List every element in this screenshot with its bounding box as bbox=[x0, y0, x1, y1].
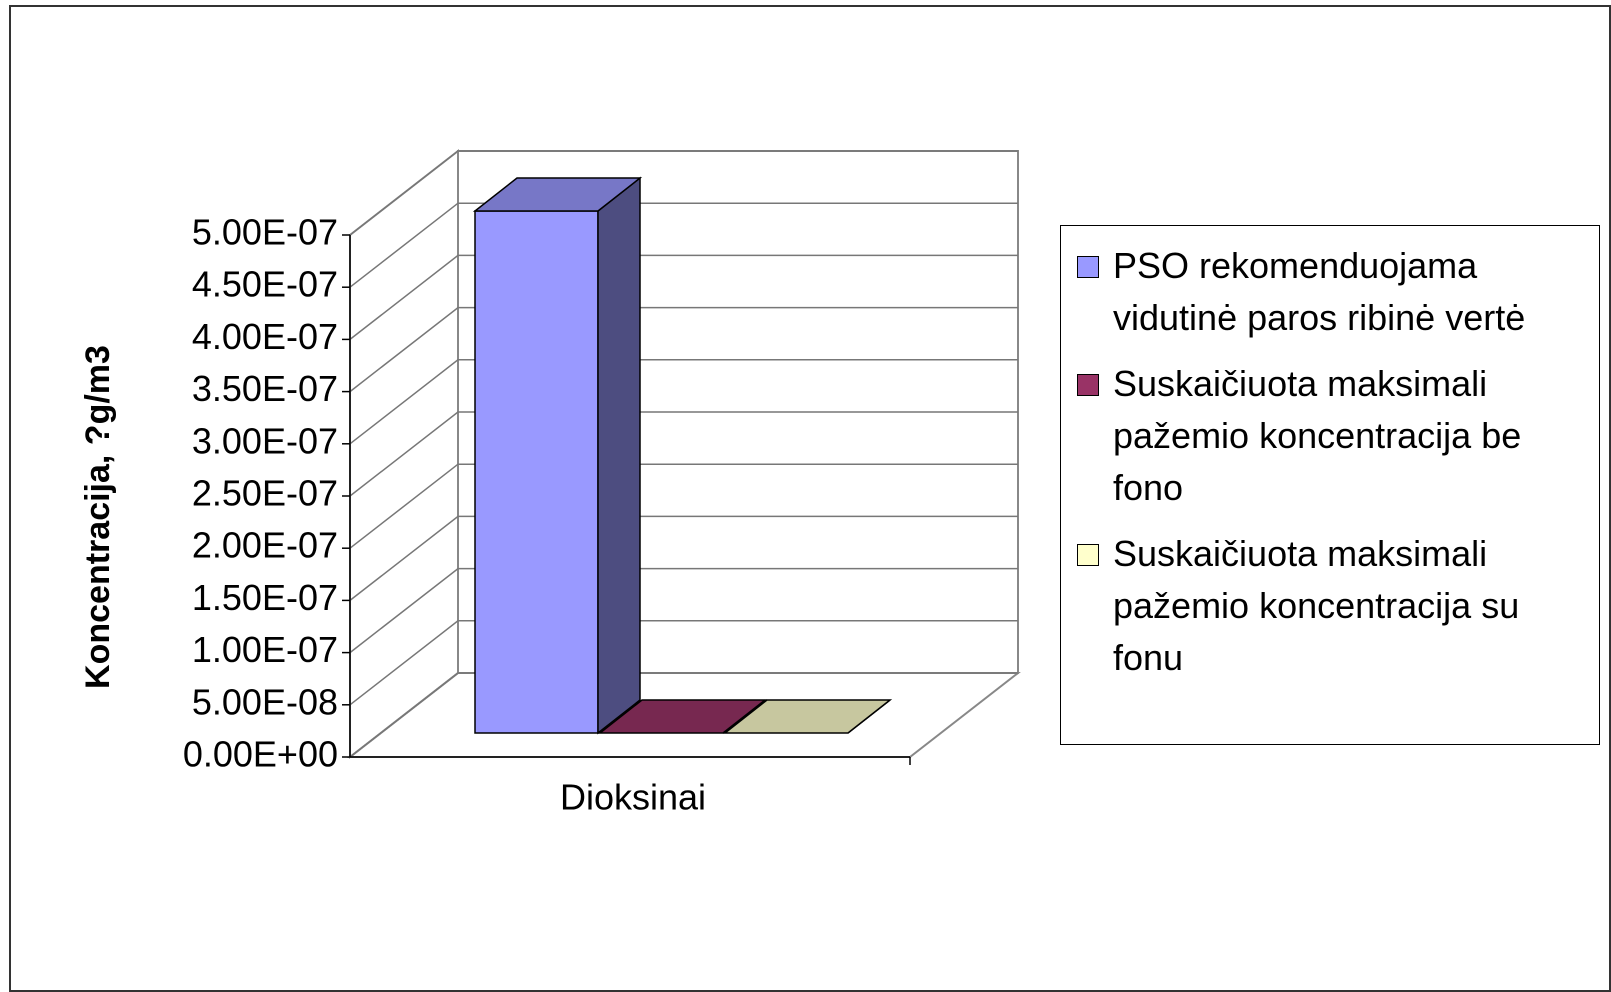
y-tick-label: 4.50E-07 bbox=[192, 264, 338, 305]
grid-line bbox=[349, 359, 1018, 445]
legend-entry: PSO rekomenduojama vidutinė paros ribinė… bbox=[1077, 240, 1599, 344]
y-axis-label: Koncentracija, ?g/m3 bbox=[79, 345, 117, 689]
y-tick-label: 1.00E-07 bbox=[192, 629, 338, 670]
legend-swatch bbox=[1077, 374, 1099, 396]
bar-side bbox=[597, 176, 641, 735]
legend-label: Suskaičiuota maksimali pažemio koncentra… bbox=[1113, 363, 1522, 508]
legend-swatch bbox=[1077, 544, 1099, 566]
legend-entry: Suskaičiuota maksimali pažemio koncentra… bbox=[1077, 358, 1599, 514]
legend-swatch bbox=[1077, 256, 1099, 278]
y-tick-label: 2.00E-07 bbox=[192, 525, 338, 566]
grid-line bbox=[349, 254, 1018, 340]
grid-line bbox=[349, 463, 1018, 549]
bar-top bbox=[722, 699, 893, 734]
legend-label: PSO rekomenduojama vidutinė paros ribinė… bbox=[1113, 245, 1526, 338]
grid-line bbox=[349, 567, 1018, 654]
legend: PSO rekomenduojama vidutinė paros ribinė… bbox=[1060, 225, 1600, 745]
bar-front bbox=[474, 210, 599, 734]
legend-label: Suskaičiuota maksimali pažemio koncentra… bbox=[1113, 533, 1520, 678]
legend-entry: Suskaičiuota maksimali pažemio koncentra… bbox=[1077, 528, 1599, 684]
y-tick-label: 4.00E-07 bbox=[192, 316, 338, 357]
y-tick-label: 5.00E-07 bbox=[192, 212, 338, 253]
bar-top bbox=[597, 699, 768, 734]
x-tick-label: Dioksinai bbox=[560, 777, 706, 818]
y-tick-label: 5.00E-08 bbox=[192, 681, 338, 722]
grid-line bbox=[349, 515, 1018, 601]
y-tick-label: 0.00E+00 bbox=[183, 734, 338, 775]
grid-line bbox=[349, 620, 1018, 706]
y-tick-label: 3.00E-07 bbox=[192, 420, 338, 461]
y-tick-label: 1.50E-07 bbox=[192, 577, 338, 618]
plot: 0.00E+00 5.00E-08 1.00E-07 1.50E-07 2.00E-07… bbox=[183, 148, 1021, 818]
bar-top bbox=[472, 177, 643, 212]
grid-line bbox=[349, 150, 1018, 236]
y-tick-label: 3.50E-07 bbox=[192, 368, 338, 409]
grid-line bbox=[349, 672, 1018, 758]
grid-line bbox=[349, 306, 1018, 393]
grid-line bbox=[349, 202, 1018, 288]
y-tick-label: 2.50E-07 bbox=[192, 473, 338, 514]
grid-line bbox=[349, 411, 1018, 497]
